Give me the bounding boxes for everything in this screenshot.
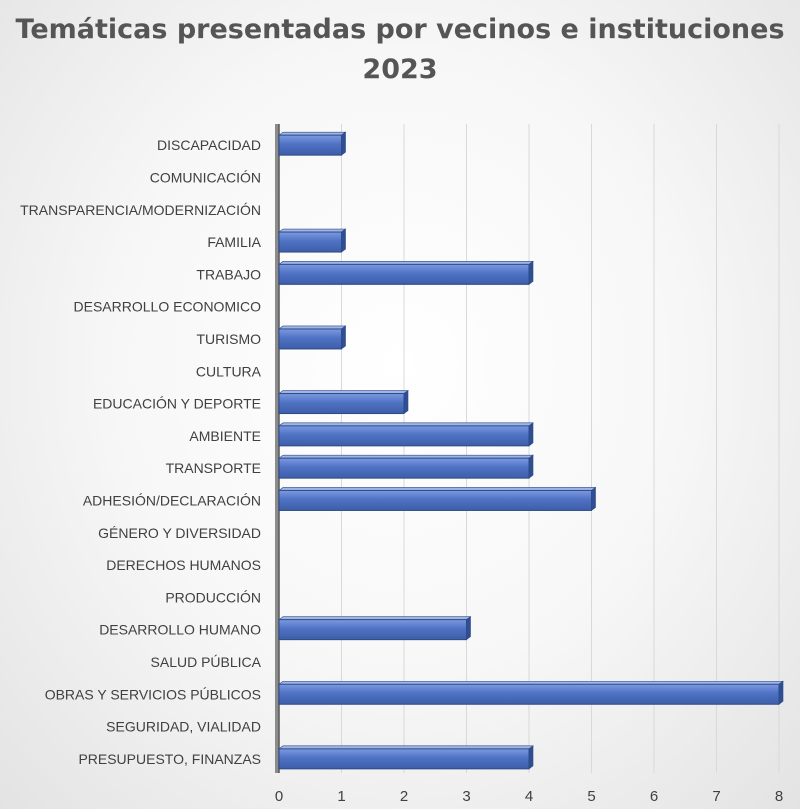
bar xyxy=(278,683,780,705)
category-label: OBRAS Y SERVICIOS PÚBLICOS xyxy=(45,686,261,702)
category-label: SALUD PÚBLICA xyxy=(151,654,262,670)
category-label: DERECHOS HUMANOS xyxy=(106,557,261,573)
x-tick-label: 7 xyxy=(712,788,720,805)
x-tick-label: 1 xyxy=(337,788,345,805)
x-tick-label: 2 xyxy=(400,788,408,805)
bar xyxy=(278,619,467,641)
x-tick-label: 3 xyxy=(462,788,470,805)
category-label: EDUCACIÓN Y DEPORTE xyxy=(93,396,261,412)
category-label: DISCAPACIDAD xyxy=(157,137,261,153)
category-label: DESARROLLO HUMANO xyxy=(99,622,261,638)
category-label: ADHESIÓN/DECLARACIÓN xyxy=(83,492,261,508)
bar xyxy=(278,457,530,479)
category-label: TRANSPORTE xyxy=(166,460,261,476)
category-label: PRESUPUESTO, FINANZAS xyxy=(78,751,261,767)
bar xyxy=(278,263,530,285)
category-label: TURISMO xyxy=(196,331,261,347)
x-tick-label: 5 xyxy=(587,788,595,805)
bar xyxy=(278,328,342,350)
category-label: TRANSPARENCIA/MODERNIZACIÓN xyxy=(20,202,261,218)
category-label: PRODUCCIÓN xyxy=(165,589,261,605)
x-tick-label: 8 xyxy=(775,788,783,805)
bar-side-face xyxy=(403,389,409,415)
x-tick-label: 6 xyxy=(650,788,658,805)
bar-side-face xyxy=(466,616,471,641)
category-label: FAMILIA xyxy=(207,234,261,250)
chart-title-year: 2023 xyxy=(362,54,438,85)
bar-side-face xyxy=(528,454,534,479)
bar-side-face xyxy=(528,745,534,770)
bar-side-face xyxy=(341,131,346,156)
category-label: TRABAJO xyxy=(196,266,261,282)
bar xyxy=(278,425,530,447)
bar-side-face xyxy=(341,228,346,253)
bar xyxy=(278,134,342,156)
category-label: GÉNERO Y DIVERSIDAD xyxy=(98,525,261,541)
category-label: SEGURIDAD, VIALIDAD xyxy=(106,719,261,735)
x-tick-label: 4 xyxy=(525,788,533,805)
bar-side-face xyxy=(528,260,534,285)
bar-side-face xyxy=(778,680,784,705)
bar-side-face xyxy=(341,325,346,350)
y-axis-wall xyxy=(275,124,279,773)
chart-title: Temáticas presentadas por vecinos e inst… xyxy=(15,14,785,45)
bar-side-face xyxy=(591,486,596,512)
bar xyxy=(278,489,592,511)
category-label: DESARROLLO ECONOMICO xyxy=(74,299,262,315)
category-label: CULTURA xyxy=(196,363,262,379)
bar xyxy=(278,231,342,253)
bar xyxy=(278,748,530,770)
x-tick-label: 0 xyxy=(275,788,283,805)
category-label: COMUNICACIÓN xyxy=(150,169,261,185)
category-label: AMBIENTE xyxy=(189,428,261,444)
bar-side-face xyxy=(528,422,534,447)
bar xyxy=(278,393,405,415)
